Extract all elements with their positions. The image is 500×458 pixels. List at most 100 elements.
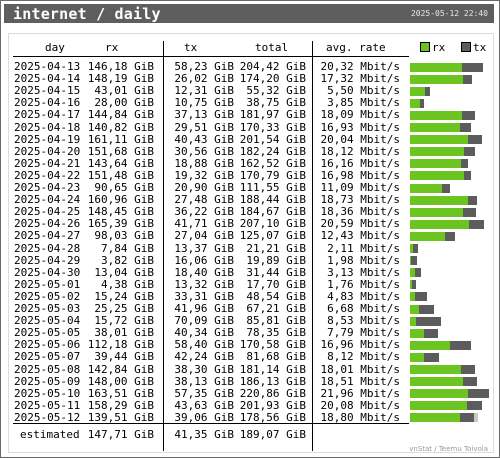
table-row: 2025-04-28 7,84 GiB 13,37 GiB 21,21 GiB 2,11… bbox=[0, 241, 500, 255]
day-cell: 2025-05-06 bbox=[14, 338, 81, 352]
total-cell: 170,33 GiB bbox=[239, 120, 306, 134]
header-divider bbox=[13, 56, 409, 57]
total-cell: 178,56 GiB bbox=[239, 410, 306, 424]
rx-bar bbox=[410, 110, 462, 120]
rx-bar bbox=[410, 316, 416, 326]
tx-cell: 58,23 GiB bbox=[174, 60, 234, 73]
day-cell: 2025-04-19 bbox=[14, 132, 81, 146]
table-row: 2025-05-03 25,25 GiB 41,96 GiB 67,21 GiB 6,6… bbox=[0, 303, 500, 315]
rx-bar bbox=[410, 147, 465, 157]
tx-cell: 13,37 GiB bbox=[174, 241, 234, 255]
rx-bar bbox=[410, 219, 470, 229]
total-cell: 201,54 GiB bbox=[239, 132, 306, 146]
tx-cell: 16,06 GiB bbox=[174, 253, 234, 267]
table-row: 2025-04-25 148,45 GiB 36,22 GiB 184,67 GiB 1… bbox=[0, 206, 500, 218]
header-total: total bbox=[255, 41, 289, 54]
tx-cell: 40,34 GiB bbox=[174, 326, 234, 340]
table-row: 2025-04-16 28,00 GiB 10,75 GiB 38,75 GiB 3,8… bbox=[0, 97, 500, 109]
day-cell: 2025-05-04 bbox=[14, 314, 81, 328]
avg-rate-cell: 20,04 Mbit/s bbox=[320, 132, 400, 146]
avg-rate-cell: 2,11 Mbit/s bbox=[327, 241, 400, 255]
tx-cell: 29,51 GiB bbox=[174, 120, 234, 134]
rx-bar bbox=[410, 292, 416, 302]
total-cell: 181,14 GiB bbox=[239, 362, 306, 376]
tx-cell: 38,30 GiB bbox=[174, 362, 234, 376]
tx-bar bbox=[425, 86, 430, 96]
rx-bar bbox=[410, 74, 463, 84]
table-panel bbox=[8, 33, 494, 453]
tx-cell: 37,13 GiB bbox=[174, 108, 234, 122]
header-tx: tx bbox=[184, 41, 198, 54]
table-row: 2025-04-27 98,03 GiB 27,04 GiB 125,07 GiB 12… bbox=[0, 230, 500, 242]
total-cell: 78,35 GiB bbox=[246, 326, 306, 340]
tx-bar bbox=[445, 231, 455, 241]
rx-bar bbox=[410, 389, 469, 399]
rx-bar bbox=[410, 352, 425, 362]
table-row: 2025-05-11 158,29 GiB 43,63 GiB 201,93 GiB 2… bbox=[0, 398, 500, 412]
rx-bar bbox=[410, 86, 426, 96]
rx-bar bbox=[410, 256, 412, 266]
tx-bar bbox=[461, 365, 475, 374]
day-cell: 2025-04-24 bbox=[14, 193, 81, 207]
avg-rate-cell: 3,85 Mbit/s bbox=[327, 96, 400, 110]
avg-rate-cell: 17,32 Mbit/s bbox=[320, 72, 400, 86]
avg-rate-cell: 16,96 Mbit/s bbox=[320, 338, 400, 352]
rx-cell: 148,00 GiB bbox=[87, 374, 154, 388]
avg-rate-cell: 8,12 Mbit/s bbox=[327, 350, 400, 364]
table-row: 2025-05-10 163,51 GiB 57,35 GiB 220,86 GiB 2… bbox=[0, 386, 500, 400]
rx-cell: 39,44 GiB bbox=[94, 350, 154, 364]
legend-tx-swatch bbox=[461, 42, 471, 52]
total-cell: 186,13 GiB bbox=[239, 374, 306, 388]
avg-rate-cell: 18,51 Mbit/s bbox=[320, 374, 400, 388]
table-row: 2025-05-09 148,00 GiB 38,13 GiB 186,13 GiB 1… bbox=[0, 374, 500, 388]
rx-bar bbox=[410, 135, 468, 145]
estimate-label: estimated bbox=[20, 428, 80, 441]
day-cell: 2025-05-05 bbox=[14, 326, 81, 340]
day-cell: 2025-05-10 bbox=[14, 386, 81, 400]
total-cell: 182,24 GiB bbox=[239, 144, 306, 158]
rx-cell: 15,72 GiB bbox=[94, 314, 154, 328]
rx-cell: 163,51 GiB bbox=[87, 386, 154, 400]
tx-bar bbox=[459, 413, 474, 423]
avg-rate-cell: 8,53 Mbit/s bbox=[327, 314, 400, 328]
day-cell: 2025-04-21 bbox=[14, 156, 81, 170]
day-cell: 2025-04-26 bbox=[14, 217, 81, 231]
rx-cell: 112,18 GiB bbox=[87, 338, 154, 352]
tx-cell: 39,06 GiB bbox=[174, 410, 234, 424]
day-cell: 2025-04-23 bbox=[14, 181, 81, 194]
table-row: 2025-04-29 3,82 GiB 16,06 GiB 19,89 GiB 1,98… bbox=[0, 253, 500, 267]
rx-bar bbox=[410, 280, 412, 290]
day-cell: 2025-04-18 bbox=[14, 120, 81, 134]
day-cell: 2025-05-09 bbox=[14, 374, 81, 388]
tx-cell: 27,48 GiB bbox=[174, 193, 234, 207]
rx-cell: 161,11 GiB bbox=[87, 132, 154, 146]
total-cell: 17,70 GiB bbox=[246, 277, 306, 291]
rx-cell: 160,96 GiB bbox=[87, 193, 154, 207]
tx-cell: 30,56 GiB bbox=[174, 144, 234, 158]
table-row: 2025-05-08 142,84 GiB 38,30 GiB 181,14 GiB 1… bbox=[0, 362, 500, 376]
tx-bar bbox=[467, 195, 478, 205]
avg-rate-cell: 18,73 Mbit/s bbox=[320, 193, 400, 207]
avg-rate-cell: 21,96 Mbit/s bbox=[320, 386, 400, 400]
tx-bar bbox=[450, 340, 471, 350]
avg-rate-cell: 1,76 Mbit/s bbox=[327, 277, 400, 291]
avg-rate-cell: 20,08 Mbit/s bbox=[320, 398, 400, 412]
tx-bar bbox=[467, 135, 483, 145]
total-cell: 204,42 GiB bbox=[239, 60, 306, 73]
tx-bar bbox=[423, 328, 439, 338]
avg-rate-cell: 12,43 Mbit/s bbox=[320, 229, 400, 243]
total-cell: 21,21 GiB bbox=[246, 241, 306, 255]
rx-cell: 139,51 GiB bbox=[87, 410, 154, 424]
total-cell: 188,44 GiB bbox=[239, 193, 306, 207]
estimate-bar bbox=[473, 413, 478, 423]
total-cell: 170,79 GiB bbox=[239, 168, 306, 182]
rx-bar bbox=[410, 244, 413, 253]
total-cell: 170,58 GiB bbox=[239, 338, 306, 352]
title-bar: internet / daily 2025-05-12 22:40 bbox=[4, 4, 494, 23]
tx-bar bbox=[412, 244, 418, 253]
rx-bar bbox=[410, 304, 420, 314]
rx-bar bbox=[410, 171, 465, 181]
tx-bar bbox=[464, 171, 472, 181]
tx-bar bbox=[463, 207, 477, 217]
tx-bar bbox=[462, 62, 484, 72]
